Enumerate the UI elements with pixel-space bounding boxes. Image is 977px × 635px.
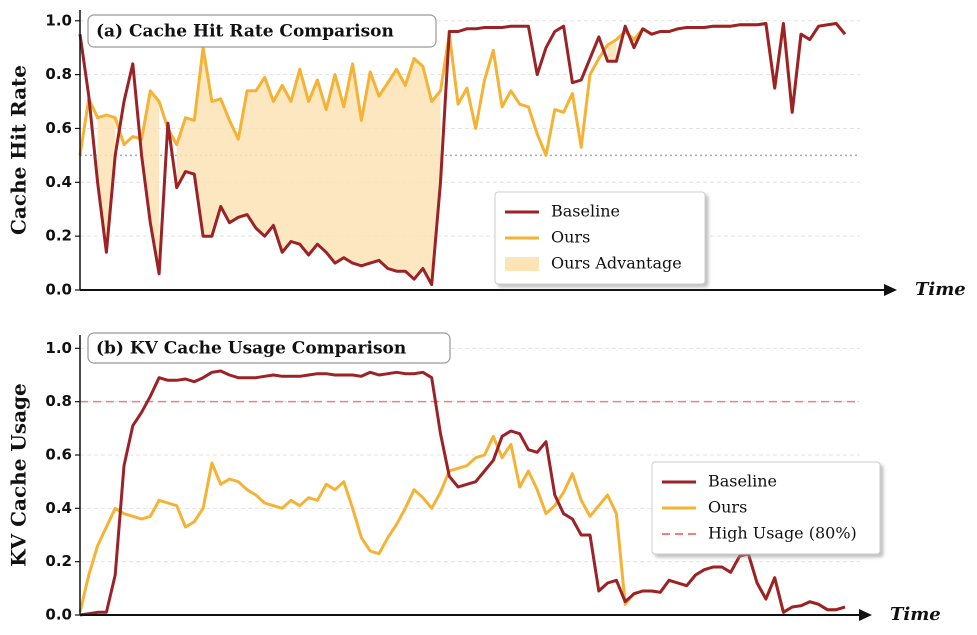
series-line: [79, 369, 846, 617]
series-line: [78, 22, 847, 287]
legend: Baseline Ours High Usage (80%): [651, 461, 881, 555]
y-tick-label: 0.6: [45, 119, 72, 137]
legend-box: [651, 461, 881, 555]
legend-label: High Usage (80%): [708, 524, 857, 543]
advantage-area: [176, 47, 441, 285]
y-tick-label: 0.4: [45, 499, 72, 517]
title-box: [87, 332, 451, 364]
y-tick-label: 0.8: [45, 392, 72, 410]
title-box: [87, 14, 437, 48]
legend-label: Baseline: [551, 202, 620, 221]
x-axis-arrow: [884, 284, 897, 296]
y-axis-label: KV Cache Usage: [7, 383, 31, 567]
y-tick-label: 1.0: [45, 339, 72, 357]
legend-label: Ours: [551, 228, 590, 247]
y-tick-label: 0.0: [45, 606, 72, 624]
y-tick-label: 0.6: [45, 446, 72, 464]
x-axis-label: Time: [890, 604, 941, 625]
panel-title: (b) KV Cache Usage Comparison: [96, 339, 406, 359]
legend: Baseline Ours Ours Advantage: [494, 191, 706, 285]
advantage-area: [141, 90, 160, 274]
legend-label: Baseline: [708, 472, 777, 491]
y-tick-label: 0.8: [45, 65, 72, 83]
legend-box: [494, 191, 706, 285]
y-axis-label: Cache Hit Rate: [7, 65, 31, 235]
advantage-area: [97, 115, 116, 253]
x-axis-label: Time: [915, 279, 966, 300]
y-tick-label: 0.4: [45, 173, 72, 191]
panel-title: (a) Cache Hit Rate Comparison: [96, 22, 394, 42]
legend-swatch: [505, 257, 539, 271]
x-axis-arrow: [859, 609, 872, 621]
y-tick-label: 1.0: [45, 11, 72, 29]
y-tick-label: 0.2: [45, 227, 72, 245]
y-tick-label: 0.0: [45, 281, 72, 299]
y-tick-label: 0.2: [45, 552, 72, 570]
legend-label: Ours Advantage: [551, 254, 682, 273]
legend-label: Ours: [708, 498, 747, 517]
